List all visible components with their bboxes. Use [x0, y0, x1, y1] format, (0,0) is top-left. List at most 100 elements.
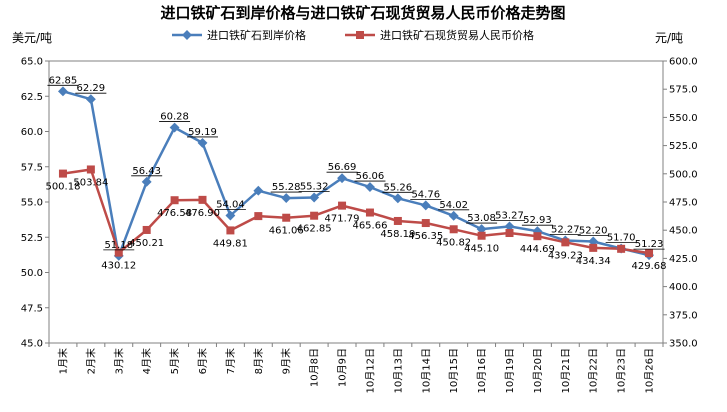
series-2-label-18: 439.23	[548, 250, 583, 261]
series-2-label-8: 461.06	[269, 226, 304, 237]
x-tick-label-18: 10月21日	[560, 348, 572, 393]
series-2-point-2	[114, 248, 123, 257]
series-2-point-14	[449, 225, 458, 234]
series-1-label-12: 55.26	[384, 182, 413, 193]
x-tick-label-8: 9月末	[280, 348, 293, 374]
series-2-point-15	[477, 231, 486, 240]
series-1-label-17: 52.93	[523, 215, 552, 226]
x-tick-label-6: 7月末	[224, 348, 237, 374]
left-tick-label-0: 45.0	[21, 339, 43, 350]
series-1-point-5	[197, 137, 208, 148]
left-tick-label-8: 65.0	[21, 57, 43, 68]
right-axis-unit: 元/吨	[655, 31, 683, 45]
series-2-point-16	[505, 229, 514, 238]
x-tick-label-1: 2月末	[84, 348, 97, 374]
left-tick-label-7: 62.5	[21, 92, 43, 103]
series-2-label-9: 462.85	[297, 224, 332, 235]
series-2-point-6	[226, 226, 235, 235]
series-2-point-11	[365, 208, 374, 217]
series-2-label-21: 429.68	[632, 261, 667, 272]
x-tick-label-15: 10月16日	[476, 348, 488, 393]
series-1-label-1: 62.29	[77, 83, 106, 94]
right-tick-label-6: 500.0	[669, 169, 698, 180]
series-1-point-1	[85, 94, 96, 105]
x-tick-label-9: 10月8日	[309, 348, 321, 387]
series-lines	[62, 90, 650, 258]
series-1-label-20: 51.70	[607, 233, 636, 244]
series-2-label-11: 465.66	[352, 221, 387, 232]
x-tick-label-13: 10月14日	[420, 348, 432, 393]
right-tick-label-3: 425.0	[669, 254, 698, 265]
x-tick-label-16: 10月19日	[504, 348, 516, 393]
series-1-point-6	[225, 210, 236, 221]
series-1-point-12	[392, 193, 403, 204]
x-tick-label-17: 10月20日	[532, 348, 544, 393]
series-2-point-21	[645, 249, 654, 258]
series-1-label-19: 52.20	[579, 225, 608, 236]
series-2-point-9	[310, 211, 319, 220]
series-1-label-15: 53.08	[467, 213, 496, 224]
x-tick-label-10: 10月9日	[337, 348, 349, 387]
series-1-label-11: 56.06	[356, 171, 385, 182]
left-tick-label-6: 60.0	[21, 127, 43, 138]
series-2-point-5	[198, 195, 207, 204]
x-tick-label-7: 8月末	[252, 348, 265, 374]
x-tick-label-11: 10月12日	[364, 348, 376, 393]
series-1-point-14	[448, 210, 459, 221]
series-2-label-14: 450.82	[436, 237, 471, 248]
right-tick-label-7: 525.0	[669, 141, 698, 152]
series-1-label-18: 52.27	[551, 224, 580, 235]
left-tick-label-3: 52.5	[21, 233, 43, 244]
series-2-point-17	[533, 232, 542, 241]
series-2-label-12: 458.19	[380, 229, 415, 240]
right-axis-ticks: 350.0 375.0 400.0 425.0 450.0 475.0 500.0 525.0…	[663, 57, 698, 350]
chart-title: 进口铁矿石到岸价格与进口铁矿石现货贸易人民币价格走势图	[160, 4, 565, 22]
series-2-label-19: 434.34	[576, 256, 611, 267]
series-1-point-0	[58, 86, 68, 97]
series-2-point-0	[58, 169, 67, 178]
right-tick-label-5: 475.0	[669, 198, 698, 209]
series-1-point-8	[281, 193, 292, 204]
series-1-label-21: 51.23	[635, 239, 664, 250]
series-1-point-10	[337, 173, 347, 184]
plot-area	[48, 60, 664, 344]
series-2-label-13: 456.35	[408, 231, 443, 242]
series-1-point-7	[253, 185, 264, 196]
series-markers	[58, 86, 654, 261]
x-tick-label-20: 10月23日	[616, 348, 628, 393]
left-axis-ticks: 45.0 47.5 50.0 52.5 55.0 57.5 60.0 62.5 65.0	[21, 57, 49, 350]
series-2-label-15: 445.10	[464, 244, 499, 255]
series-2-point-1	[86, 165, 95, 174]
x-tick-label-0: 1月末	[56, 348, 69, 374]
right-tick-label-0: 350.0	[669, 339, 698, 350]
series-1-label-2: 51.18	[104, 240, 133, 251]
x-tick-label-14: 10月15日	[448, 348, 460, 393]
series-2-point-7	[254, 212, 263, 221]
right-tick-label-2: 400.0	[669, 282, 698, 293]
right-tick-label-10: 600.0	[669, 57, 698, 68]
left-tick-label-2: 50.0	[21, 268, 43, 279]
series-2-label-2: 430.12	[101, 261, 136, 272]
left-axis-unit: 美元/吨	[12, 31, 52, 45]
series-1-point-4	[169, 122, 180, 133]
series-2-point-3	[142, 225, 151, 234]
x-tick-label-21: 10月26日	[644, 348, 656, 393]
series-2-label-6: 449.81	[213, 238, 248, 249]
series-2-point-13	[421, 219, 430, 228]
series-2-point-18	[561, 238, 570, 247]
right-tick-label-8: 550.0	[669, 113, 698, 124]
series-2-point-19	[589, 243, 598, 252]
series-2-label-3: 450.21	[129, 238, 164, 249]
series-2-label-10: 471.79	[325, 214, 360, 225]
series-2-point-10	[338, 201, 347, 210]
series-1-label-8: 55.28	[272, 182, 301, 193]
right-tick-label-4: 450.0	[669, 226, 698, 237]
right-tick-label-9: 575.0	[669, 85, 698, 96]
legend-marker-series-1	[182, 30, 192, 40]
legend-label-series-1: 进口铁矿石到岸价格	[207, 28, 306, 42]
series-1-label-14: 54.02	[439, 200, 468, 211]
series-1-label-3: 56.43	[132, 166, 161, 177]
series-2-point-20	[617, 244, 626, 253]
series-2-point-12	[393, 216, 402, 225]
